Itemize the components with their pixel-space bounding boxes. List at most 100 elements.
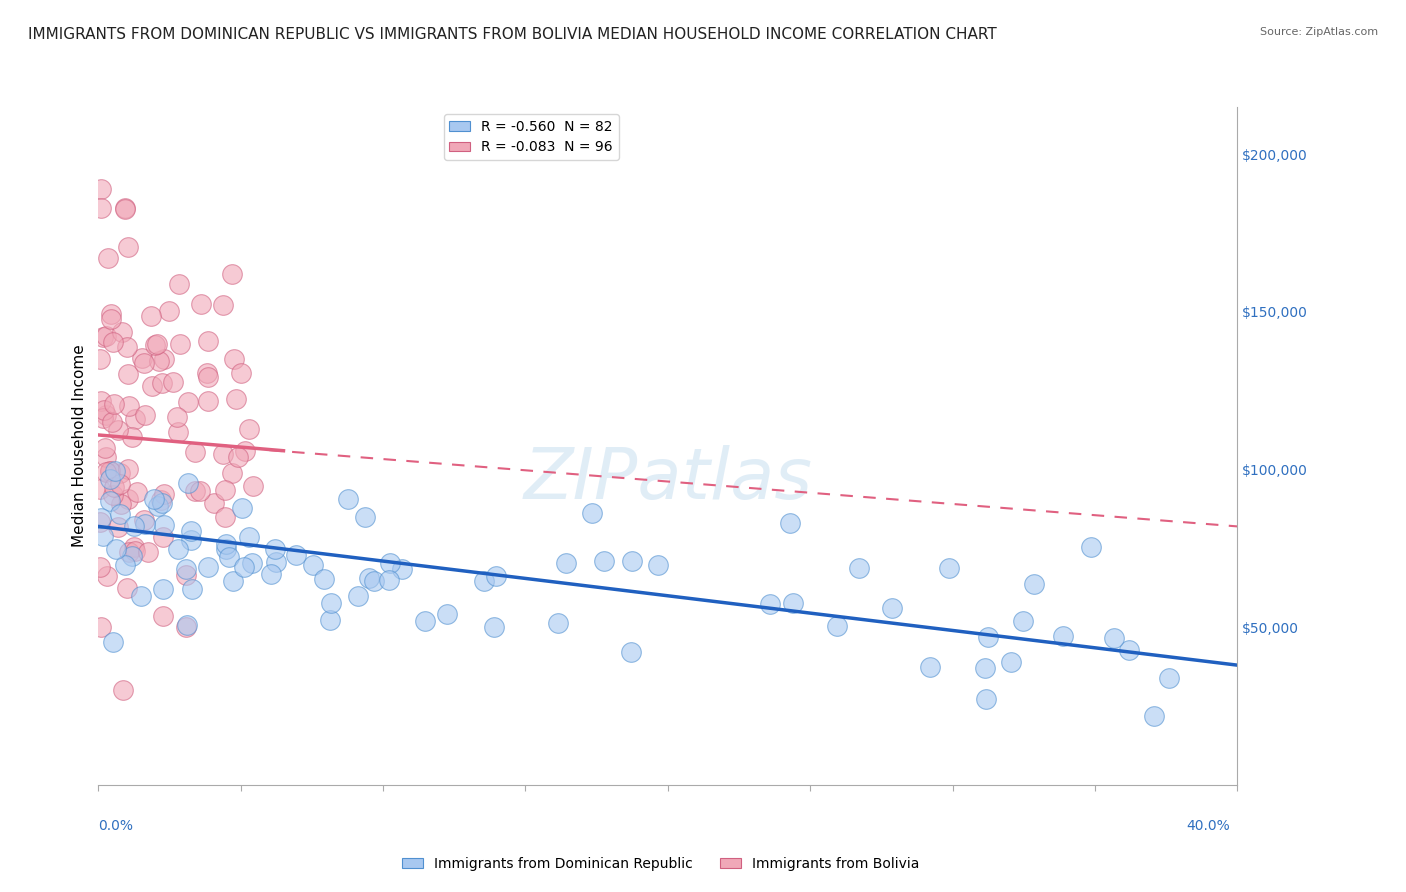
- Point: [93, 411, 115, 425]
- Point: [94, 328, 117, 343]
- Point: [103, 397, 125, 411]
- Point: [108, 467, 131, 481]
- Point: [357, 571, 380, 585]
- Point: [107, 423, 129, 437]
- Point: [1000, 655, 1022, 669]
- Point: [197, 366, 219, 380]
- Point: [363, 574, 385, 588]
- Point: [100, 416, 122, 430]
- Point: [90, 202, 112, 216]
- Point: [101, 488, 124, 502]
- Point: [378, 573, 401, 587]
- Point: [214, 510, 236, 524]
- Point: [117, 462, 139, 476]
- Point: [974, 692, 997, 706]
- Point: [184, 484, 207, 499]
- Point: [1080, 540, 1102, 554]
- Point: [301, 558, 323, 573]
- Point: [134, 356, 156, 370]
- Point: [96, 465, 118, 479]
- Legend: R = -0.560  N = 82, R = -0.083  N = 96: R = -0.560 N = 82, R = -0.083 N = 96: [444, 114, 619, 160]
- Point: [121, 549, 143, 564]
- Point: [107, 520, 129, 534]
- Point: [174, 562, 197, 576]
- Text: 40.0%: 40.0%: [1187, 819, 1230, 832]
- Point: [391, 562, 413, 576]
- Point: [129, 589, 152, 603]
- Point: [167, 425, 190, 439]
- Point: [118, 399, 141, 413]
- Point: [118, 545, 141, 559]
- Point: [1159, 671, 1181, 685]
- Point: [101, 334, 124, 349]
- Point: [103, 479, 125, 493]
- Point: [115, 581, 138, 595]
- Point: [176, 617, 198, 632]
- Point: [1022, 577, 1045, 591]
- Point: [176, 475, 198, 490]
- Point: [231, 501, 253, 516]
- Point: [93, 442, 115, 456]
- Point: [284, 549, 307, 563]
- Point: [152, 530, 174, 544]
- Point: [848, 560, 870, 574]
- Point: [214, 483, 236, 497]
- Point: [141, 309, 163, 323]
- Point: [1118, 643, 1140, 657]
- Point: [221, 267, 243, 281]
- Point: [157, 304, 180, 318]
- Point: [312, 573, 335, 587]
- Point: [117, 491, 139, 506]
- Point: [152, 609, 174, 624]
- Point: [222, 574, 245, 589]
- Point: [152, 582, 174, 597]
- Point: [938, 561, 960, 575]
- Point: [114, 202, 136, 216]
- Point: [105, 541, 128, 556]
- Point: [93, 402, 115, 417]
- Point: [547, 616, 569, 631]
- Point: [100, 493, 122, 508]
- Point: [131, 351, 153, 365]
- Point: [180, 524, 202, 539]
- Point: [263, 542, 285, 557]
- Point: [620, 645, 643, 659]
- Point: [148, 354, 170, 368]
- Point: [150, 495, 173, 509]
- Point: [122, 519, 145, 533]
- Point: [146, 337, 169, 351]
- Point: [190, 296, 212, 310]
- Point: [259, 567, 281, 582]
- Point: [197, 559, 219, 574]
- Point: [188, 484, 211, 499]
- Point: [143, 492, 166, 507]
- Point: [167, 541, 190, 556]
- Point: [1102, 632, 1125, 646]
- Point: [212, 447, 235, 461]
- Point: [100, 471, 122, 485]
- Point: [242, 479, 264, 493]
- Point: [218, 550, 240, 565]
- Point: [176, 395, 198, 409]
- Point: [90, 620, 112, 634]
- Point: [226, 450, 249, 464]
- Point: [117, 240, 139, 254]
- Point: [117, 367, 139, 381]
- Point: [122, 540, 145, 554]
- Point: [347, 589, 370, 603]
- Text: IMMIGRANTS FROM DOMINICAN REPUBLIC VS IMMIGRANTS FROM BOLIVIA MEDIAN HOUSEHOLD I: IMMIGRANTS FROM DOMINICAN REPUBLIC VS IM…: [28, 27, 997, 42]
- Point: [93, 330, 115, 344]
- Point: [150, 376, 173, 391]
- Point: [974, 661, 997, 675]
- Point: [782, 596, 804, 610]
- Point: [104, 464, 127, 478]
- Point: [167, 277, 190, 291]
- Point: [779, 516, 801, 531]
- Point: [221, 466, 243, 480]
- Point: [96, 408, 118, 422]
- Point: [121, 430, 143, 444]
- Point: [181, 582, 204, 596]
- Point: [98, 464, 121, 478]
- Y-axis label: Median Household Income: Median Household Income: [72, 344, 87, 548]
- Point: [100, 307, 122, 321]
